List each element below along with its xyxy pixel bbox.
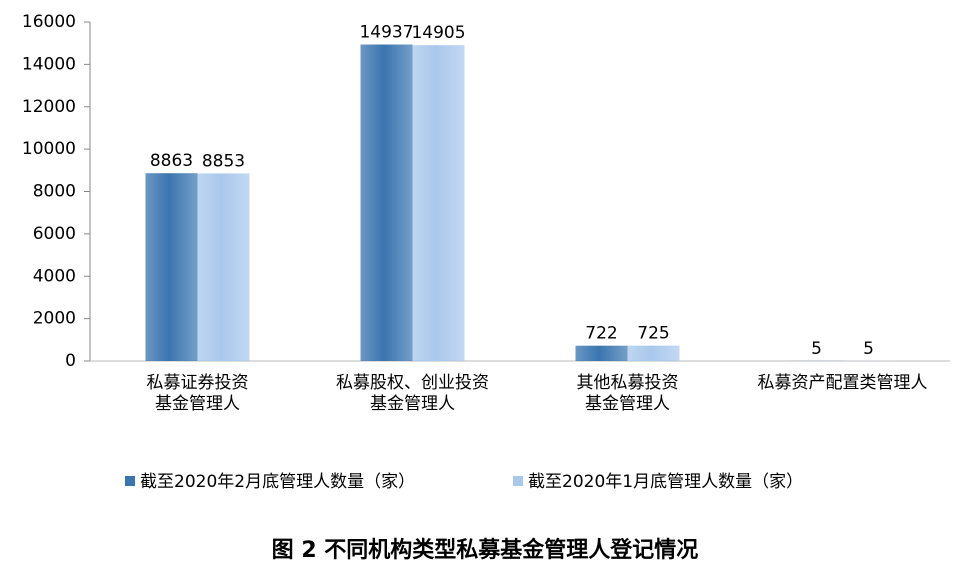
bar [145,173,198,361]
x-tick-label: 其他私募投资 [577,373,679,393]
y-tick-label: 10000 [22,139,76,159]
x-tick-label: 私募资产配置类管理人 [758,373,928,393]
y-tick-label: 6000 [33,224,76,244]
bar [575,345,628,361]
bar [412,45,465,361]
value-label: 5 [863,339,874,359]
chart-title: 图 2 不同机构类型私募基金管理人登记情况 [272,537,699,563]
y-tick-label: 14000 [22,54,76,74]
y-tick-label: 8000 [33,182,76,202]
value-label: 5 [811,339,822,359]
y-tick-label: 2000 [33,309,76,329]
legend-swatch [125,476,135,486]
x-tick-label: 私募证券投资 [147,373,249,393]
legend-label: 截至2020年2月底管理人数量（家） [140,472,415,492]
legend-label: 截至2020年1月底管理人数量（家） [528,472,803,492]
x-tick-label: 基金管理人 [155,394,240,414]
y-tick-label: 0 [65,351,76,371]
legend-swatch [513,476,523,486]
x-tick-label: 基金管理人 [370,394,455,414]
y-tick-label: 16000 [22,12,76,32]
y-tick-label: 12000 [22,97,76,117]
value-label: 722 [585,324,617,344]
x-tick-label: 私募股权、创业投资 [336,373,489,393]
value-label: 14937 [359,23,413,43]
value-label: 8863 [150,151,193,171]
value-label: 725 [637,324,669,344]
bar [360,44,413,362]
x-tick-label: 基金管理人 [585,394,670,414]
bar [627,345,680,361]
bar [197,173,250,361]
y-tick-label: 4000 [33,266,76,286]
value-label: 14905 [411,23,465,43]
value-label: 8853 [202,151,245,171]
